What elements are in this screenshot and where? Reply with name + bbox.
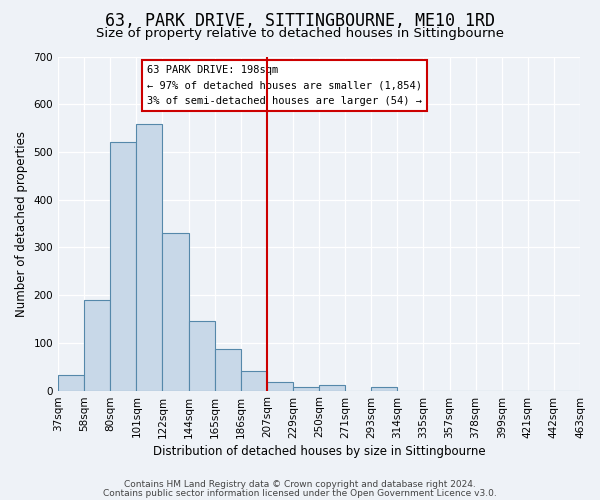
Text: Contains public sector information licensed under the Open Government Licence v3: Contains public sector information licen… (103, 488, 497, 498)
X-axis label: Distribution of detached houses by size in Sittingbourne: Distribution of detached houses by size … (153, 444, 485, 458)
Bar (163, 233, 188, 390)
Bar (136, 124, 163, 390)
Bar (371, 387, 397, 390)
Bar (241, 370, 267, 390)
Bar (58, 375, 84, 390)
Bar (110, 142, 136, 390)
Text: 63, PARK DRIVE, SITTINGBOURNE, ME10 1RD: 63, PARK DRIVE, SITTINGBOURNE, ME10 1RD (105, 12, 495, 30)
Y-axis label: Number of detached properties: Number of detached properties (15, 130, 28, 316)
Bar (267, 382, 293, 390)
Bar (215, 349, 241, 391)
Text: Size of property relative to detached houses in Sittingbourne: Size of property relative to detached ho… (96, 28, 504, 40)
Bar (319, 385, 345, 390)
Bar (188, 322, 215, 390)
Bar (293, 387, 319, 390)
Bar (84, 300, 110, 390)
Text: Contains HM Land Registry data © Crown copyright and database right 2024.: Contains HM Land Registry data © Crown c… (124, 480, 476, 489)
Text: 63 PARK DRIVE: 198sqm
← 97% of detached houses are smaller (1,854)
3% of semi-de: 63 PARK DRIVE: 198sqm ← 97% of detached … (147, 65, 422, 106)
